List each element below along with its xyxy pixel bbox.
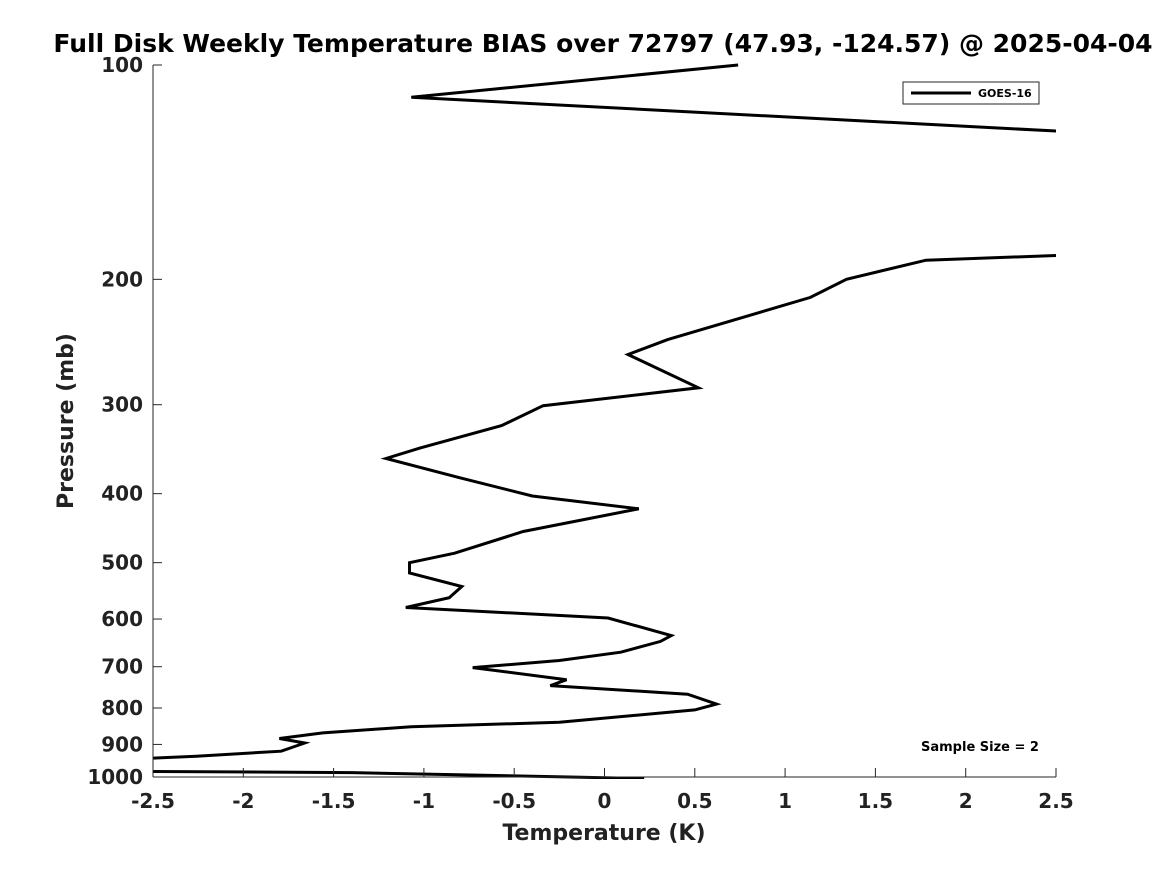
- x-tick-label: -2.5: [131, 789, 175, 813]
- y-tick-label: 800: [101, 696, 143, 720]
- plot-background: [153, 65, 1056, 777]
- x-axis-label: Temperature (K): [502, 821, 705, 846]
- y-tick-label: 100: [101, 53, 143, 77]
- x-tick-label: -0.5: [492, 789, 536, 813]
- x-tick-label: 0: [598, 789, 612, 813]
- x-tick-label: -1.5: [312, 789, 356, 813]
- x-tick-label: -2: [232, 789, 254, 813]
- y-tick-label: 500: [101, 551, 143, 575]
- y-axis-ticks: 100 200 300 400 500 600 700 800 900 1000: [87, 53, 162, 789]
- y-tick-label: 600: [101, 607, 143, 631]
- sample-size-annotation: Sample Size = 2: [921, 740, 1039, 755]
- x-tick-label: -1: [413, 789, 435, 813]
- x-tick-label: 1.5: [858, 789, 893, 813]
- plot-area: [153, 65, 1056, 777]
- data-layer: [153, 63, 1056, 779]
- y-axis-label: Pressure (mb): [54, 333, 79, 509]
- x-axis-ticks: -2.5 -2 -1.5 -1 -0.5 0 0.5 1 1.5 2 2.5: [131, 768, 1074, 813]
- x-tick-label: 2: [959, 789, 973, 813]
- y-tick-label: 700: [101, 655, 143, 679]
- x-tick-label: 2.5: [1038, 789, 1073, 813]
- y-tick-label: 200: [101, 267, 143, 291]
- series-line-goes-16: [153, 63, 1056, 779]
- y-tick-label: 1000: [87, 765, 143, 789]
- legend-label-goes-16: GOES-16: [978, 87, 1032, 100]
- y-tick-label: 400: [101, 482, 143, 506]
- chart-title: Full Disk Weekly Temperature BIAS over 7…: [53, 29, 1152, 58]
- legend: GOES-16: [902, 81, 1040, 105]
- x-tick-label: 0.5: [677, 789, 712, 813]
- y-tick-label: 900: [101, 732, 143, 756]
- x-tick-label: 1: [778, 789, 792, 813]
- y-tick-label: 300: [101, 393, 143, 417]
